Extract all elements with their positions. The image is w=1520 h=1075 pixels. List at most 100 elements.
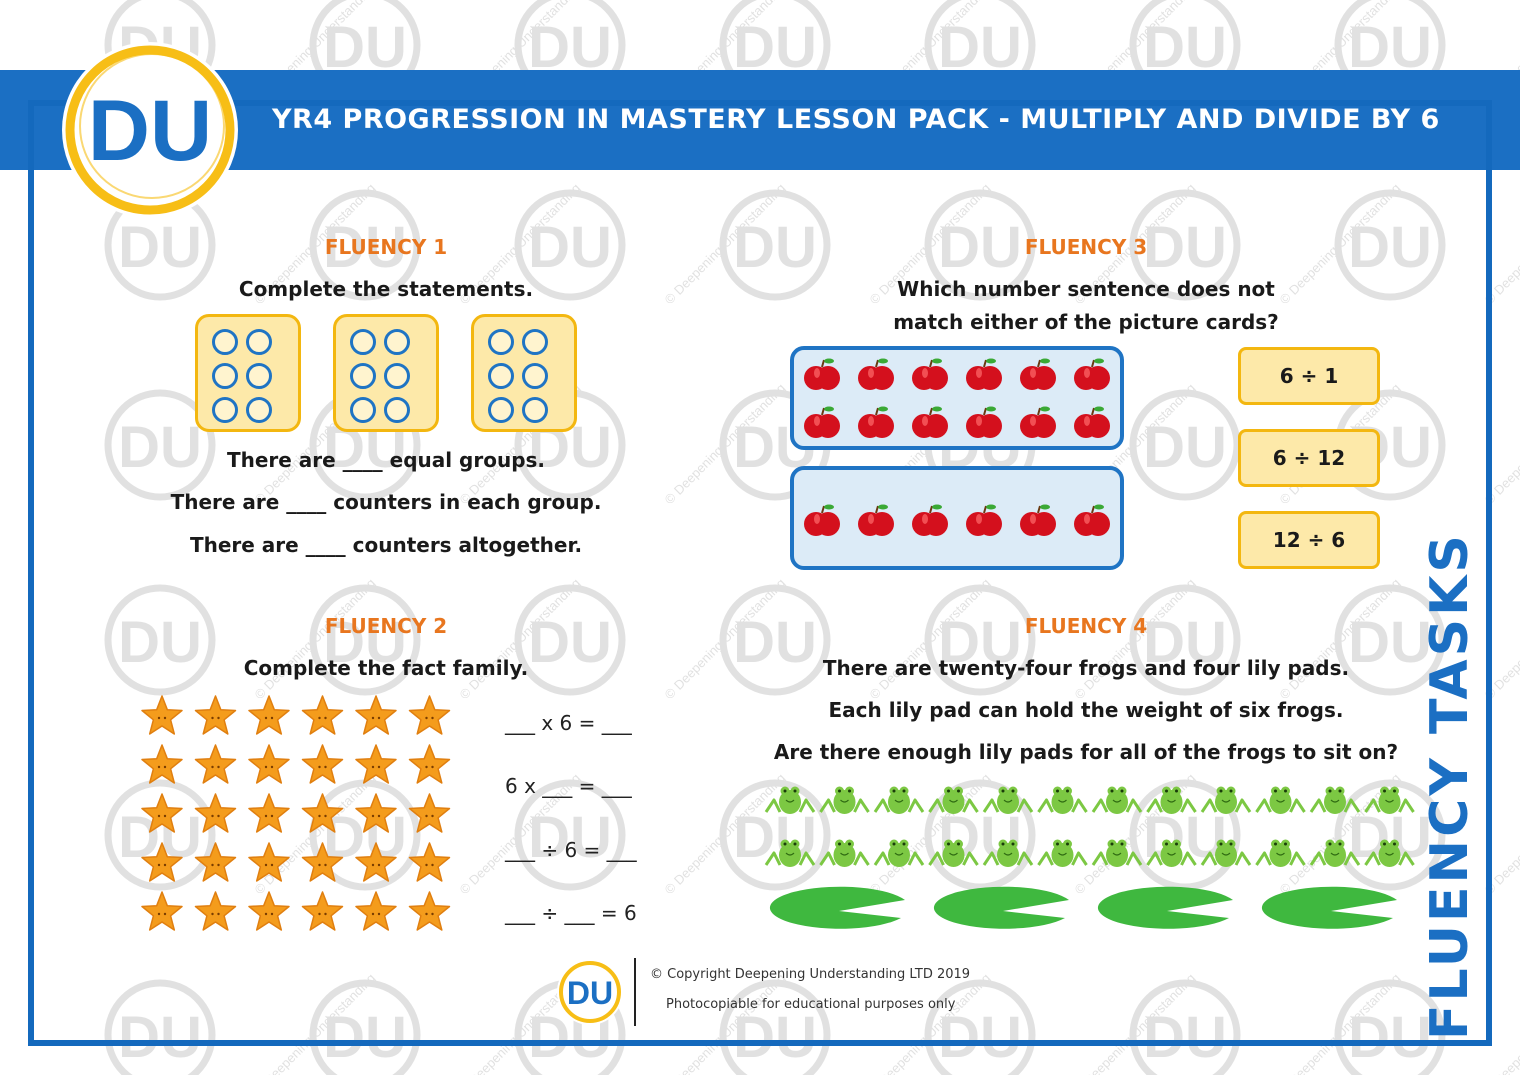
counter [246, 363, 272, 389]
lily-pad [1261, 886, 1397, 929]
lily-pad-row [769, 886, 1397, 929]
frog [819, 786, 870, 814]
star [141, 891, 183, 931]
dice-card [333, 314, 439, 432]
frog [819, 839, 870, 867]
frog [1037, 786, 1088, 814]
frog [873, 786, 925, 814]
star [141, 842, 183, 882]
counter [384, 397, 410, 423]
lily-pad [1097, 886, 1233, 929]
apple [858, 406, 894, 438]
frog [1037, 839, 1088, 867]
counter [350, 329, 376, 355]
star [248, 744, 290, 784]
page-frame [28, 100, 1492, 1046]
frog [764, 786, 816, 814]
counter [246, 329, 272, 355]
counter [384, 363, 410, 389]
star [408, 891, 451, 931]
lily-pad [769, 886, 905, 929]
star [408, 842, 451, 882]
fluency3-question-line2: match either of the picture cards? [893, 310, 1279, 334]
star [141, 744, 183, 784]
number-card-1[interactable]: 6 ÷ 1 [1238, 347, 1380, 405]
star [194, 891, 237, 931]
counter [350, 397, 376, 423]
footer-note: Photocopiable for educational purposes o… [666, 997, 956, 1012]
frog [1091, 839, 1143, 867]
star [194, 793, 237, 833]
apple [1020, 504, 1056, 536]
star [301, 744, 344, 784]
dice-card [195, 314, 301, 432]
counter [488, 329, 514, 355]
number-card-3[interactable]: 12 ÷ 6 [1238, 511, 1380, 569]
star [355, 744, 397, 784]
frog [1364, 839, 1415, 867]
counter [384, 329, 410, 355]
counter [522, 363, 548, 389]
frog [1200, 786, 1252, 814]
star [248, 891, 290, 931]
star [355, 793, 397, 833]
star [355, 842, 397, 882]
apple [1074, 358, 1110, 390]
star [408, 744, 451, 784]
counter [488, 397, 514, 423]
fluency4-line-1: There are twenty-four frogs and four lil… [822, 656, 1350, 680]
counter [522, 329, 548, 355]
star [355, 891, 397, 931]
frog [1309, 786, 1361, 814]
apple [912, 504, 948, 536]
number-card-3-label: 12 ÷ 6 [1272, 528, 1346, 552]
dice-card [471, 314, 577, 432]
apple-layer [804, 358, 1110, 536]
fact-family-eq-1: ___ x 6 = ___ [505, 711, 632, 735]
number-card-2[interactable]: 6 ÷ 12 [1238, 429, 1380, 487]
star [141, 695, 183, 735]
apple [1074, 406, 1110, 438]
lily-pad [933, 886, 1069, 929]
apple [966, 504, 1002, 536]
apple [858, 358, 894, 390]
fact-family-eq-2: 6 x ___ = ___ [505, 774, 632, 798]
star [248, 793, 290, 833]
side-label: FLUENCY TASKS [1420, 532, 1480, 1040]
frog [982, 786, 1034, 814]
fluency1-title: FLUENCY 1 [324, 235, 448, 259]
frog [1200, 839, 1252, 867]
counter [246, 397, 272, 423]
fluency4-title: FLUENCY 4 [1024, 614, 1148, 638]
fluency1-statement-1: There are ____ equal groups. [226, 448, 546, 472]
frog [764, 839, 816, 867]
frog [928, 839, 979, 867]
star [301, 842, 344, 882]
fluency4-line-3: Are there enough lily pads for all of th… [773, 740, 1399, 764]
apple [912, 406, 948, 438]
star [248, 695, 290, 735]
frog [1255, 786, 1306, 814]
fluency3-question-line1: Which number sentence does not [897, 277, 1275, 301]
frog [1146, 839, 1197, 867]
fluency3-title: FLUENCY 3 [1024, 235, 1148, 259]
fluency2-instruction: Complete the fact family. [243, 656, 529, 680]
footer-logo-text: DU [567, 975, 613, 1011]
star [408, 793, 451, 833]
counter [488, 363, 514, 389]
apple [804, 504, 840, 536]
logo-text: DU [88, 83, 212, 179]
star [141, 793, 183, 833]
apple [912, 358, 948, 390]
fact-family-eq-4: ___ ÷ ___ = 6 [505, 901, 637, 925]
footer-copyright: © Copyright Deepening Understanding LTD … [650, 967, 971, 982]
apple [1074, 504, 1110, 536]
fluency1-instruction: Complete the statements. [238, 277, 534, 301]
counter [212, 329, 238, 355]
frog [1255, 839, 1306, 867]
apple [966, 406, 1002, 438]
header-bar [0, 70, 1520, 170]
frog [873, 839, 925, 867]
frog-rows [764, 786, 1415, 867]
apple [1020, 358, 1056, 390]
